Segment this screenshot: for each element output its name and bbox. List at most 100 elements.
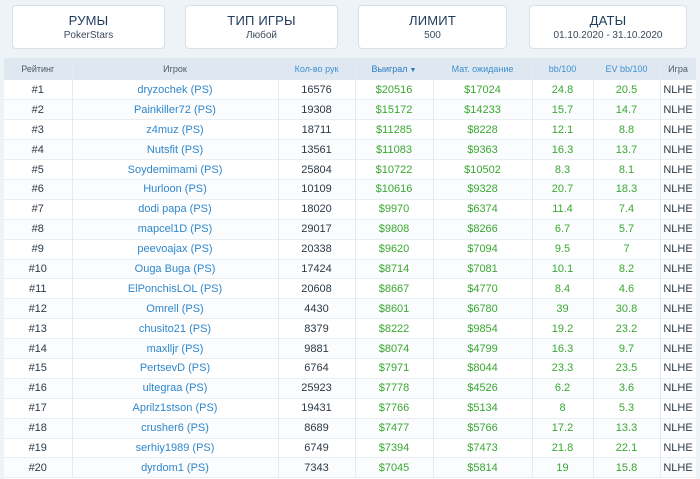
cell-hands: 16576: [278, 80, 356, 100]
cell-hands: 18711: [278, 119, 356, 140]
cell-player[interactable]: maxlljr (PS): [72, 338, 279, 359]
cell-bb100: 8.3: [532, 159, 594, 180]
cell-ev: $8044: [433, 358, 533, 379]
cell-player[interactable]: serhiy1989 (PS): [72, 438, 279, 458]
leaderboard-table: Рейтинг Игрок Кол-во рук Выиграл ▼ Мат. о…: [4, 58, 696, 479]
cell-player[interactable]: Hurloon (PS): [72, 179, 279, 200]
table-row: #1 dryzochek (PS) 16576 $20516 $17024 24.8 20.…: [4, 80, 696, 100]
table-row: #19 serhiy1989 (PS) 6749 $7394 $7473 21.8 22.1…: [4, 438, 696, 458]
table-row: #16 ultegraa (PS) 25923 $7778 $4526 6.2 3.6 NLH…: [4, 378, 696, 399]
cell-hands: 6764: [278, 358, 356, 379]
table-row: #5 Soydemimami (PS) 25804 $10722 $10502 8.3 8.…: [4, 159, 696, 180]
cell-rank: #16: [4, 378, 73, 399]
cell-won: $8222: [355, 318, 434, 339]
col-header-ev[interactable]: Мат. ожидание: [433, 58, 533, 80]
col-header-hands[interactable]: Кол-во рук: [278, 58, 356, 80]
cell-rank: #10: [4, 259, 73, 279]
col-header-evbb100[interactable]: EV bb/100: [593, 58, 661, 80]
cell-hands: 13561: [278, 139, 356, 160]
cell-bb100: 9.5: [532, 239, 594, 260]
cell-game: NLHE: [660, 239, 696, 260]
filter-dates[interactable]: ДАТЫ 01.10.2020 - 31.10.2020: [529, 5, 687, 49]
cell-won: $7766: [355, 398, 434, 419]
cell-evbb100: 4.6: [593, 278, 661, 299]
cell-player[interactable]: mapcel1D (PS): [72, 219, 279, 240]
table-header-row: Рейтинг Игрок Кол-во рук Выиграл ▼ Мат. о…: [4, 58, 696, 80]
cell-won: $7394: [355, 438, 434, 458]
cell-player[interactable]: z4muz (PS): [72, 119, 279, 140]
cell-ev: $10502: [433, 159, 533, 180]
cell-player[interactable]: ultegraa (PS): [72, 378, 279, 399]
filter-bar: РУМЫ PokerStars ТИП ИГРЫ Любой ЛИМИТ 500…: [0, 0, 700, 57]
cell-won: $9620: [355, 239, 434, 260]
cell-hands: 6749: [278, 438, 356, 458]
cell-rank: #2: [4, 99, 73, 120]
cell-hands: 20608: [278, 278, 356, 299]
cell-game: NLHE: [660, 398, 696, 419]
cell-evbb100: 14.7: [593, 99, 661, 120]
cell-player[interactable]: Omrell (PS): [72, 298, 279, 319]
cell-won: $15172: [355, 99, 434, 120]
cell-hands: 7343: [278, 457, 356, 478]
cell-bb100: 8.4: [532, 278, 594, 299]
cell-player[interactable]: dyrdom1 (PS): [72, 457, 279, 478]
cell-player[interactable]: chusito21 (PS): [72, 318, 279, 339]
filter-dates-title: ДАТЫ: [589, 13, 627, 28]
cell-player[interactable]: peevoajax (PS): [72, 239, 279, 260]
filter-dates-value: 01.10.2020 - 31.10.2020: [553, 30, 663, 41]
cell-won: $20516: [355, 80, 434, 100]
filter-game-type-value: Любой: [246, 30, 277, 41]
cell-game: NLHE: [660, 199, 696, 220]
cell-player[interactable]: Aprilz1stson (PS): [72, 398, 279, 419]
cell-ev: $4799: [433, 338, 533, 359]
cell-bb100: 19.2: [532, 318, 594, 339]
cell-ev: $17024: [433, 80, 533, 100]
cell-player[interactable]: Nutsfit (PS): [72, 139, 279, 160]
cell-won: $8667: [355, 278, 434, 299]
cell-player[interactable]: Soydemimami (PS): [72, 159, 279, 180]
cell-won: $7971: [355, 358, 434, 379]
cell-player[interactable]: PertsevD (PS): [72, 358, 279, 379]
table-row: #3 z4muz (PS) 18711 $11285 $8228 12.1 8.8 NLHE: [4, 119, 696, 140]
cell-hands: 25804: [278, 159, 356, 180]
filter-limit[interactable]: ЛИМИТ 500: [358, 5, 507, 49]
cell-ev: $5814: [433, 457, 533, 478]
table-row: #10 Ouga Buga (PS) 17424 $8714 $7081 10.1 8.2 N…: [4, 259, 696, 279]
cell-bb100: 6.2: [532, 378, 594, 399]
cell-game: NLHE: [660, 338, 696, 359]
cell-bb100: 21.8: [532, 438, 594, 458]
cell-won: $8074: [355, 338, 434, 359]
cell-evbb100: 23.5: [593, 358, 661, 379]
cell-rank: #4: [4, 139, 73, 160]
cell-rank: #3: [4, 119, 73, 140]
cell-hands: 10109: [278, 179, 356, 200]
cell-rank: #8: [4, 219, 73, 240]
table-row: #18 crusher6 (PS) 8689 $7477 $5766 17.2 13.3 NL…: [4, 418, 696, 439]
filter-rooms[interactable]: РУМЫ PokerStars: [12, 5, 165, 49]
cell-rank: #6: [4, 179, 73, 200]
filter-game-type[interactable]: ТИП ИГРЫ Любой: [185, 5, 338, 49]
cell-player[interactable]: ElPonchisLOL (PS): [72, 278, 279, 299]
cell-bb100: 10.1: [532, 259, 594, 279]
cell-ev: $4770: [433, 278, 533, 299]
cell-rank: #12: [4, 298, 73, 319]
cell-hands: 4430: [278, 298, 356, 319]
cell-won: $8714: [355, 259, 434, 279]
cell-game: NLHE: [660, 378, 696, 399]
cell-ev: $4526: [433, 378, 533, 399]
cell-player[interactable]: Painkiller72 (PS): [72, 99, 279, 120]
col-header-bb100[interactable]: bb/100: [532, 58, 594, 80]
cell-bb100: 12.1: [532, 119, 594, 140]
cell-ev: $7473: [433, 438, 533, 458]
cell-player[interactable]: crusher6 (PS): [72, 418, 279, 439]
cell-ev: $5766: [433, 418, 533, 439]
cell-player[interactable]: dodi papa (PS): [72, 199, 279, 220]
cell-rank: #9: [4, 239, 73, 260]
cell-ev: $9854: [433, 318, 533, 339]
col-header-won[interactable]: Выиграл ▼: [355, 58, 434, 80]
cell-hands: 19431: [278, 398, 356, 419]
cell-player[interactable]: dryzochek (PS): [72, 80, 279, 100]
cell-evbb100: 20.5: [593, 80, 661, 100]
cell-player[interactable]: Ouga Buga (PS): [72, 259, 279, 279]
table-row: #14 maxlljr (PS) 9881 $8074 $4799 16.3 9.7 NLHE: [4, 338, 696, 359]
